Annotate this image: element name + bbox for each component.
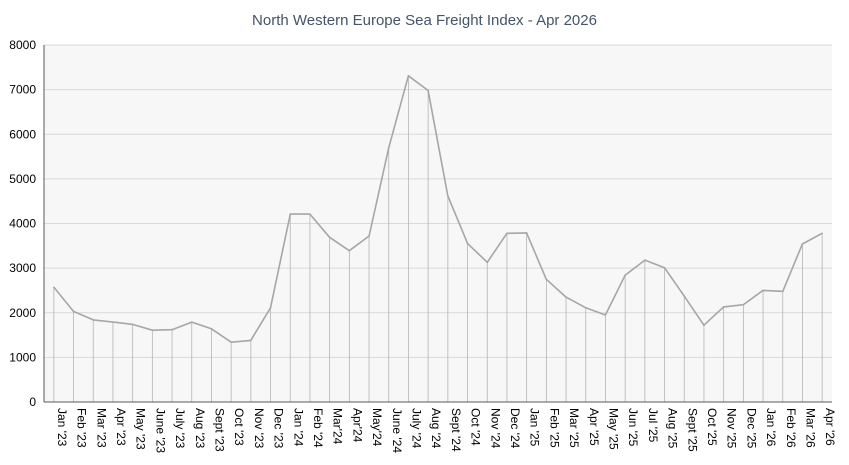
x-tick-label: Oct '23 [232, 408, 246, 446]
data-point [742, 303, 745, 306]
x-tick-label: Sept '23 [212, 408, 226, 452]
x-tick-label: Dec '23 [272, 408, 286, 449]
x-tick-label: Sept '25 [685, 408, 699, 452]
data-point [801, 243, 804, 245]
x-tick-label: Mar '23 [94, 408, 108, 448]
series-line [53, 75, 823, 344]
x-tick-label: Aug '23 [193, 408, 207, 449]
data-point [407, 74, 410, 77]
y-tick-label: 1000 [9, 350, 36, 364]
x-tick-label: May '23 [134, 408, 148, 450]
y-tick-label: 6000 [9, 127, 36, 141]
data-point [821, 232, 823, 235]
data-point [112, 321, 114, 323]
y-tick-label: 4000 [9, 217, 36, 231]
x-tick-label: Nov '23 [252, 408, 266, 449]
series [53, 74, 823, 344]
x-tick-label: Aug '25 [666, 408, 680, 449]
axes [43, 45, 832, 403]
x-tick-label: Nov '24 [488, 408, 502, 449]
data-point [210, 328, 213, 330]
data-point [348, 249, 351, 252]
data-point [624, 274, 626, 277]
x-tick-label: Jan '25 [528, 408, 542, 447]
data-point [545, 278, 548, 281]
data-point [151, 329, 154, 331]
data-point [663, 266, 666, 269]
x-tick-label: Feb '25 [547, 408, 561, 448]
data-point [72, 310, 75, 313]
data-point [190, 321, 193, 323]
data-point [230, 341, 232, 344]
data-point [644, 259, 646, 261]
data-point [309, 213, 311, 215]
x-tick-label: Apr '25 [587, 408, 601, 446]
y-tick-label: 7000 [9, 83, 36, 97]
x-tick-label: June '23 [153, 408, 167, 453]
x-tick-label: Feb '26 [784, 408, 798, 448]
data-point [722, 306, 725, 308]
x-tick-label: Aug '24 [429, 408, 443, 449]
x-tick-label: Jun '25 [626, 408, 640, 447]
x-tick-label: July '24 [409, 408, 423, 449]
data-point [466, 242, 469, 245]
data-point [762, 289, 764, 292]
data-point [447, 195, 449, 197]
x-tick-label: Mar '26 [803, 408, 817, 448]
data-point [506, 232, 508, 235]
x-tick-label: Nov '25 [725, 408, 739, 449]
x-tick-label: June '24 [390, 408, 404, 453]
data-point [427, 89, 429, 92]
y-tick-label: 0 [29, 395, 36, 409]
grid-lines [44, 44, 832, 358]
y-tick-label: 3000 [9, 261, 36, 275]
x-tick-label: Oct '24 [469, 408, 483, 446]
x-tick-label: Mar'24 [331, 408, 345, 445]
x-tick-label: Dec '24 [508, 408, 522, 449]
x-tick-label: May'24 [370, 408, 384, 447]
x-tick-label: Jan '26 [764, 408, 778, 447]
x-tick-label: Oct '25 [705, 408, 719, 446]
x-tick-label: Sept '24 [449, 408, 463, 452]
y-tick-label: 8000 [9, 38, 36, 52]
y-tick-label: 5000 [9, 172, 36, 186]
data-point [703, 324, 705, 327]
x-tick-label: Feb '23 [75, 408, 89, 448]
chart-title: North Western Europe Sea Freight Index -… [252, 12, 597, 29]
x-tick-label: May '25 [606, 408, 620, 450]
x-tick-label: Jan '24 [291, 408, 305, 447]
x-axis-ticks: Jan '23 Feb '23 Mar '23 Apr '23 May '23 June … [55, 408, 837, 453]
data-point [328, 236, 331, 239]
x-tick-label: Feb '24 [311, 408, 325, 448]
x-tick-label: Apr'24 [350, 408, 364, 443]
data-point [53, 286, 55, 289]
x-tick-label: Apr '26 [823, 408, 837, 446]
drop-lines [53, 75, 823, 402]
data-point [604, 314, 607, 316]
data-point [584, 307, 587, 309]
data-point [781, 290, 784, 293]
x-tick-label: Jul '25 [646, 408, 660, 443]
data-point [250, 339, 252, 342]
data-point [387, 146, 390, 149]
y-axis-ticks: 0 1000 2000 3000 4000 5000 6000 7000 8000 [9, 38, 36, 409]
x-tick-label: Jan '23 [55, 408, 69, 447]
x-tick-label: Dec '25 [744, 408, 758, 449]
data-point [171, 328, 173, 331]
data-point [525, 232, 528, 234]
data-point [565, 296, 567, 298]
data-point [289, 213, 292, 215]
data-point [368, 235, 370, 237]
data-point [683, 295, 686, 298]
x-tick-label: Mar '25 [567, 408, 581, 448]
x-tick-label: July '23 [173, 408, 187, 449]
y-tick-label: 2000 [9, 306, 36, 320]
data-point [486, 261, 489, 264]
data-point [269, 307, 272, 309]
data-point [131, 323, 134, 326]
x-tick-label: Apr '23 [114, 408, 128, 446]
data-point [92, 319, 95, 321]
